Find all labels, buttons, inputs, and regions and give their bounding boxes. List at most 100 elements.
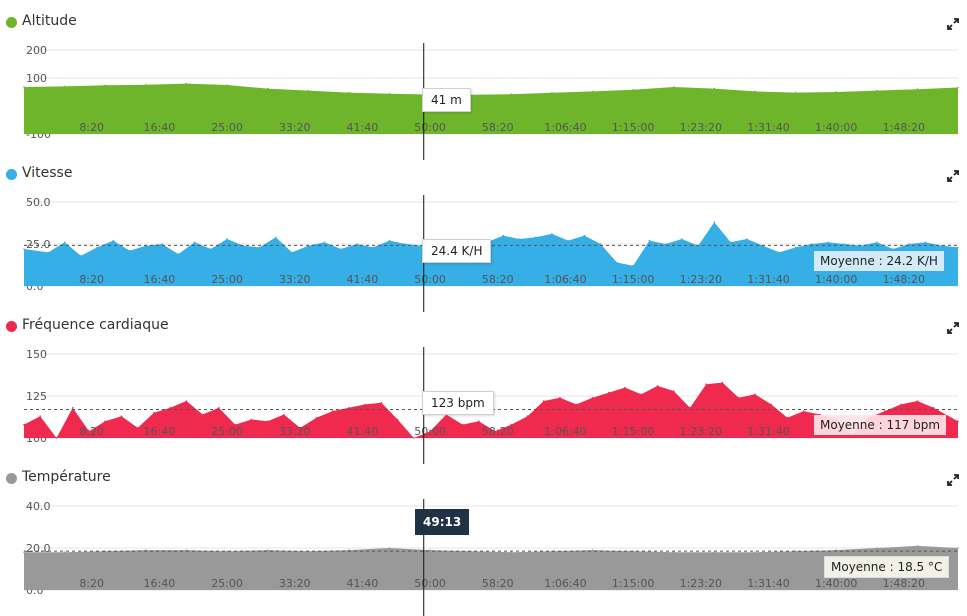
data-point: [63, 85, 66, 88]
data-point: [746, 238, 748, 240]
x-tick-label: 25:00: [211, 121, 243, 134]
data-point: [266, 420, 269, 422]
y-tick-label: 200: [26, 44, 47, 57]
data-point: [461, 423, 464, 426]
data-point: [339, 248, 342, 250]
data-point: [957, 86, 959, 89]
expand-icon[interactable]: [947, 322, 959, 334]
data-point: [291, 251, 293, 254]
x-tick-label: 25:00: [211, 273, 243, 286]
temperature-average-label: Moyenne : 18.5 °C: [824, 556, 950, 578]
x-tick-label: 33:20: [279, 577, 311, 590]
altitude-tooltip: 41 m: [422, 88, 471, 112]
altitude-title: Altitude: [22, 13, 77, 29]
x-tick-label: 8:20: [79, 577, 104, 590]
data-point: [632, 89, 634, 91]
data-point: [892, 248, 894, 250]
data-point: [924, 241, 927, 244]
data-point: [429, 430, 431, 433]
data-point: [193, 241, 196, 244]
x-tick-label: 41:40: [347, 577, 379, 590]
data-point: [104, 84, 106, 87]
altitude-panel: Altitude 2001000-1008:2016:4025:0033:204…: [0, 8, 967, 160]
data-point: [916, 88, 919, 90]
x-tick-label: 1:23:20: [680, 577, 722, 590]
data-point: [348, 549, 350, 551]
data-point: [153, 412, 155, 414]
data-point: [210, 248, 212, 250]
data-point: [794, 550, 797, 552]
data-point: [591, 396, 594, 399]
data-point: [226, 550, 228, 552]
x-tick-label: 1:31:40: [747, 577, 789, 590]
data-point: [648, 239, 651, 242]
data-point: [526, 415, 529, 417]
data-point: [559, 396, 561, 399]
speed-chart[interactable]: 50.025.00.08:20 16:40 25:00 33:20 41:40 50:00…: [0, 160, 967, 312]
data-point: [161, 243, 163, 245]
speed-header: Vitesse: [0, 160, 967, 190]
x-tick-label: 1:31:40: [747, 273, 789, 286]
data-point: [713, 87, 716, 90]
data-point: [275, 236, 277, 239]
data-point: [672, 86, 675, 88]
temperature-chart[interactable]: 40.020.00.08:20 16:40 25:00 33:20 41:40 50:00…: [0, 464, 967, 616]
expand-icon[interactable]: [947, 474, 959, 486]
data-point: [234, 423, 236, 426]
x-tick-label: 1:31:40: [747, 121, 789, 134]
altitude-chart[interactable]: 2001000-1008:2016:4025:0033:2041:4050:00…: [0, 8, 967, 160]
data-point: [908, 243, 911, 245]
data-point: [63, 551, 66, 553]
data-point: [900, 403, 902, 406]
data-point: [331, 410, 334, 412]
x-tick-label: 50:00: [414, 273, 446, 286]
data-point: [307, 89, 310, 92]
data-point: [664, 243, 667, 245]
data-point: [413, 437, 415, 439]
data-point: [177, 253, 180, 255]
data-point: [71, 407, 74, 409]
data-point: [672, 390, 675, 392]
data-point: [551, 233, 553, 235]
expand-icon[interactable]: [947, 18, 959, 30]
expand-icon[interactable]: [947, 170, 959, 182]
data-point: [591, 549, 594, 551]
data-point: [23, 248, 25, 250]
x-tick-label: 1:48:20: [883, 121, 925, 134]
data-point: [266, 87, 269, 90]
data-point: [786, 417, 789, 419]
data-point: [169, 407, 171, 409]
data-point: [201, 413, 204, 416]
data-point: [104, 420, 106, 422]
data-point: [543, 400, 545, 402]
data-point: [364, 403, 366, 406]
x-tick-label: 1:15:00: [612, 577, 654, 590]
data-point: [835, 549, 837, 551]
data-point: [754, 90, 756, 93]
data-point: [356, 243, 358, 245]
data-point: [478, 420, 480, 422]
data-point: [136, 427, 139, 429]
data-point: [380, 401, 383, 404]
heart-rate-header: Fréquence cardiaque: [0, 312, 967, 342]
x-tick-label: 1:15:00: [612, 273, 654, 286]
data-point: [88, 430, 90, 433]
data-point: [510, 93, 513, 95]
data-point: [388, 239, 391, 242]
data-point: [429, 549, 431, 551]
data-point: [599, 243, 602, 245]
data-point: [283, 413, 285, 416]
x-tick-label: 1:06:40: [544, 577, 586, 590]
y-tick-label: 100: [26, 72, 47, 85]
data-point: [120, 415, 123, 417]
data-point: [80, 255, 82, 257]
x-tick-label: 1:15:00: [612, 121, 654, 134]
cursor-time-badge: 49:13: [415, 509, 470, 535]
series-area: [24, 545, 958, 590]
x-tick-label: 58:20: [482, 425, 514, 438]
data-point: [250, 418, 253, 421]
data-point: [372, 246, 375, 249]
heart-rate-average-label: Moyenne : 117 bpm: [814, 415, 947, 435]
data-point: [916, 545, 919, 547]
